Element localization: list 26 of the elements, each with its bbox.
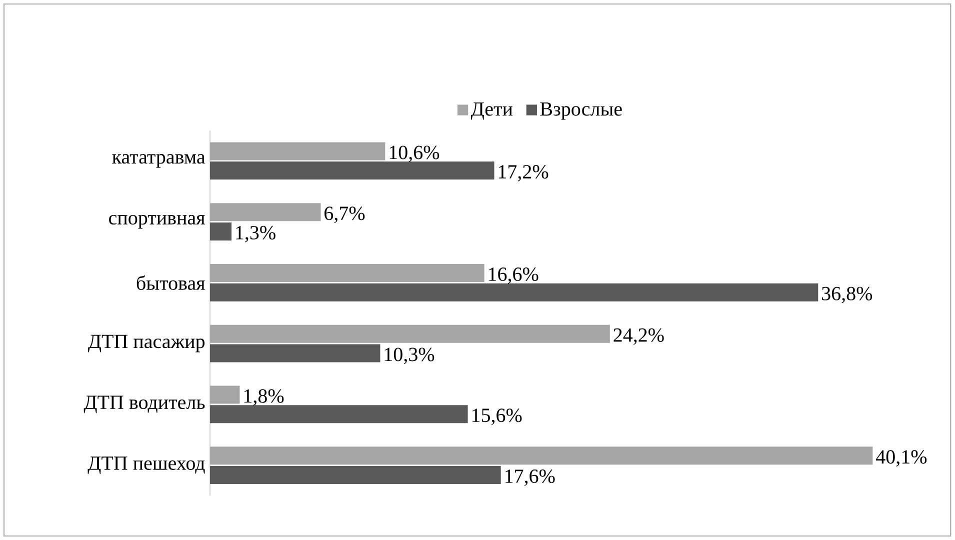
- y-tick-label: ДТП водитель: [84, 396, 205, 414]
- y-tick-label: спортивная: [109, 214, 205, 229]
- data-label: 10,6%: [390, 146, 440, 162]
- data-label: 6,7%: [324, 206, 365, 223]
- legend-label: Взрослые: [540, 102, 622, 120]
- data-label: 24,2%: [614, 328, 664, 345]
- y-tick-label: кататравма: [112, 154, 206, 168]
- legend-label: Дети: [470, 102, 513, 120]
- data-label: 36,8%: [822, 286, 872, 304]
- bar: [210, 162, 494, 180]
- data-label: 15,6%: [472, 408, 522, 425]
- data-label: 17,2%: [498, 165, 548, 182]
- y-tick-label: бытовая: [136, 275, 205, 290]
- data-label: 1,8%: [244, 389, 284, 406]
- data-label: 40,1%: [876, 450, 927, 467]
- bar: [210, 466, 501, 484]
- bar: [210, 222, 232, 240]
- data-label: 16,6%: [489, 267, 538, 284]
- data-label: 1,3%: [236, 226, 276, 242]
- data-label: 10,3%: [384, 348, 434, 364]
- y-tick-label: ДТП пешеход: [88, 456, 205, 474]
- bar: [210, 283, 818, 302]
- data-label: 17,6%: [506, 469, 555, 486]
- bar: [210, 344, 380, 362]
- y-tick-label: ДТП пасажир: [88, 334, 205, 352]
- bar: [210, 405, 468, 424]
